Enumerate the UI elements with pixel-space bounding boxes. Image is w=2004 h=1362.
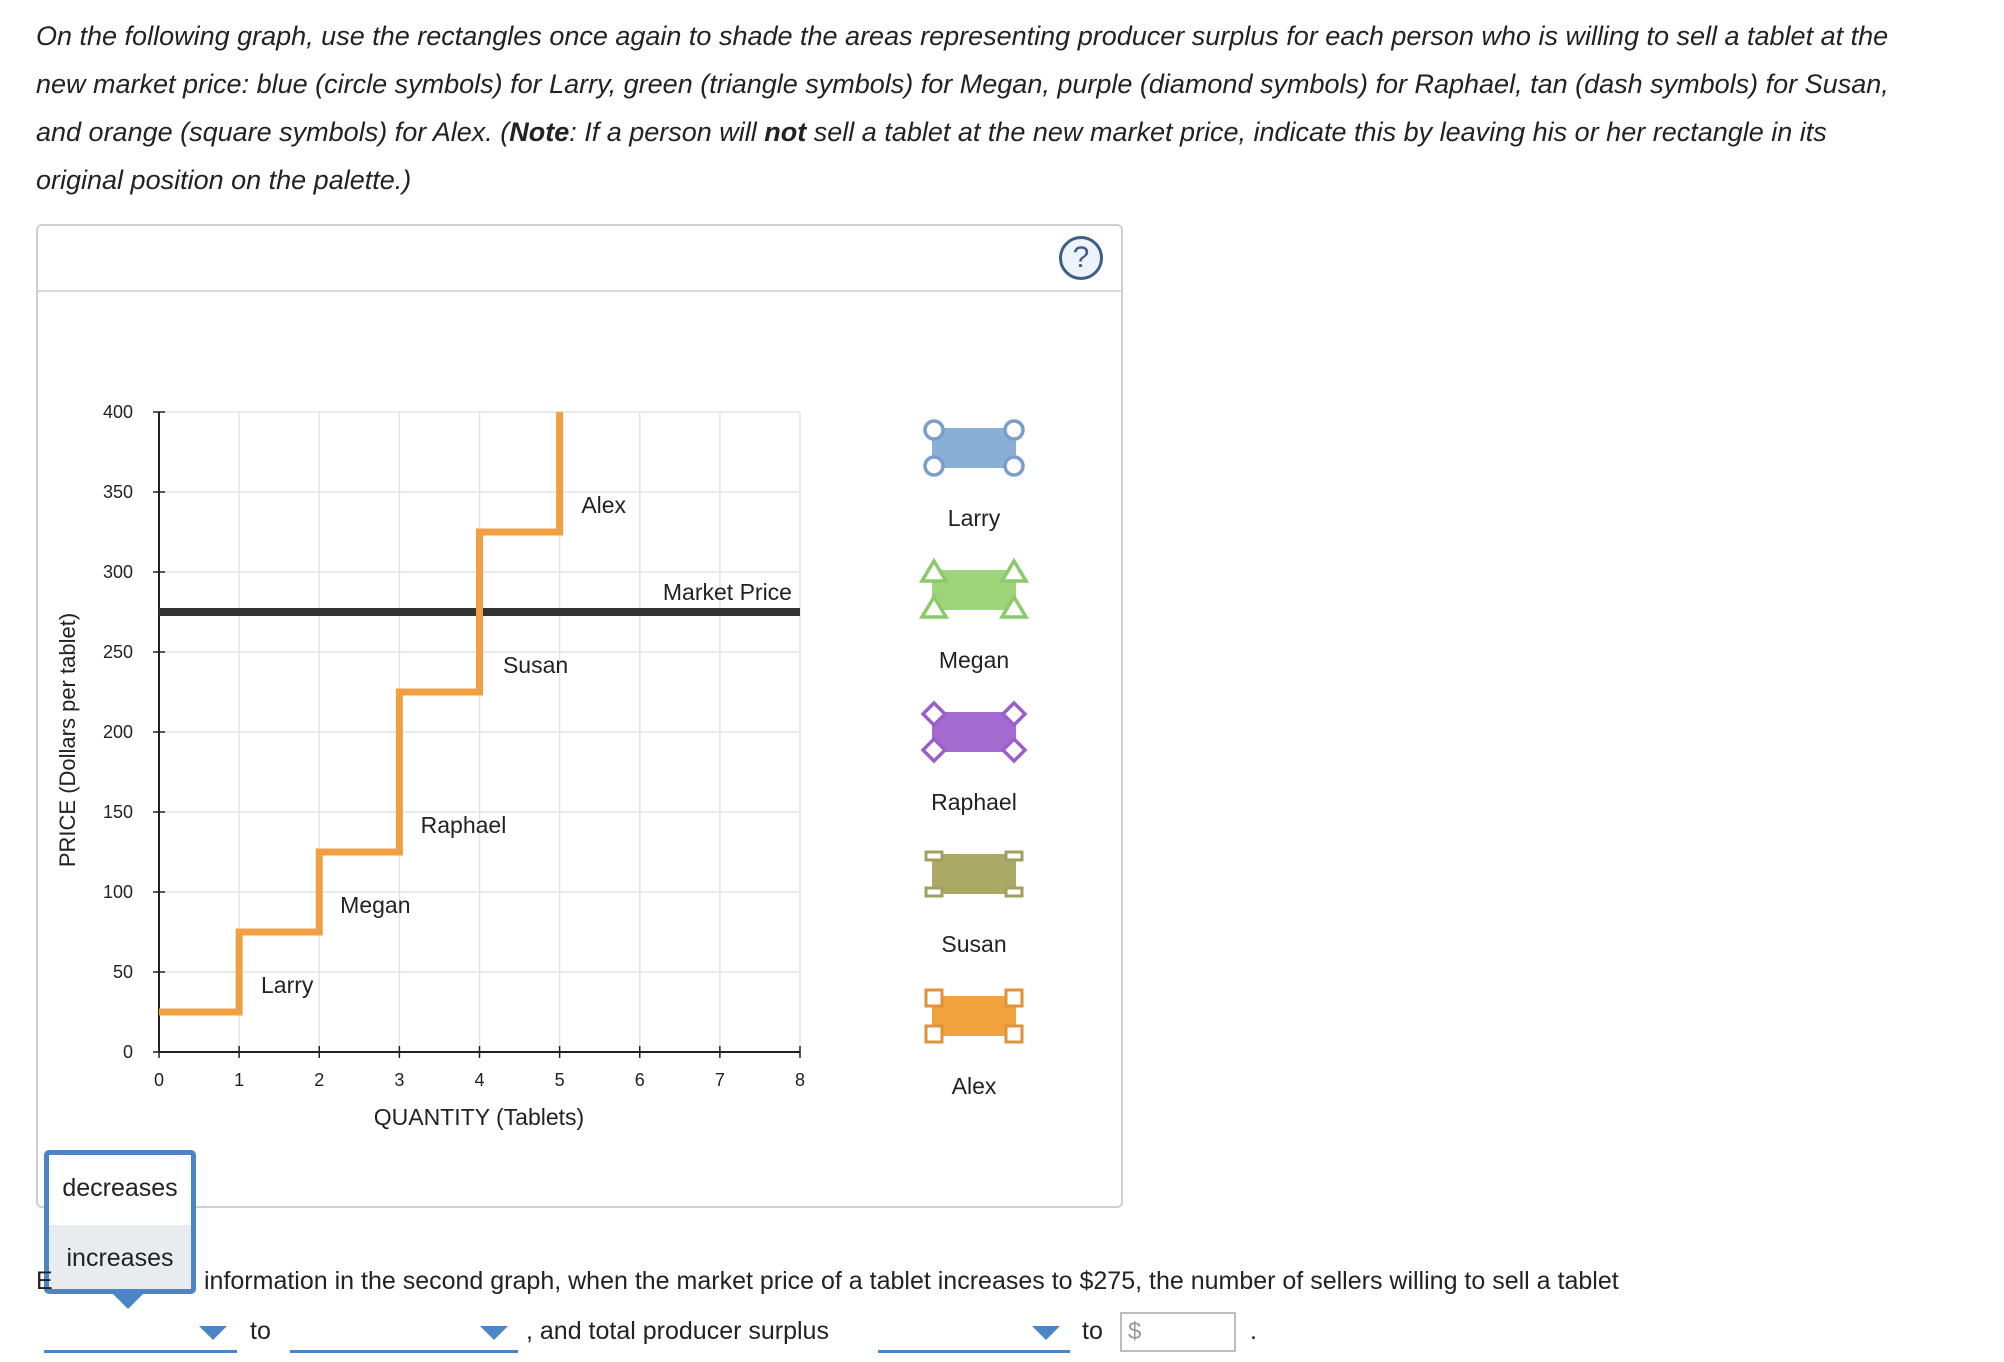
palette-raphael[interactable]: Raphael: [920, 700, 1028, 815]
help-icon[interactable]: ?: [1059, 236, 1103, 280]
supply-step-line: [159, 412, 564, 1016]
triangle-handle-icon: [998, 557, 1030, 583]
sellers-from-select[interactable]: [44, 1312, 237, 1353]
palette-label-alex: Alex: [952, 1073, 997, 1099]
diamond-handle-icon: [1000, 700, 1028, 728]
label-layer: Larry Megan Raphael Susan Alex: [261, 492, 627, 998]
triangle-handle-icon: [998, 593, 1030, 619]
step-label-larry: Larry: [261, 972, 314, 998]
circle-handle-icon: [923, 419, 945, 441]
diamond-handle-icon: [920, 736, 948, 764]
dash-handle-icon: [1004, 886, 1024, 898]
y-tick-label: 250: [103, 642, 133, 662]
chevron-down-icon: [1032, 1326, 1060, 1340]
diamond-handle-icon: [920, 700, 948, 728]
square-handle-icon: [924, 988, 944, 1008]
x-axis-title: QUANTITY (Tablets): [374, 1104, 584, 1130]
x-tick-label: 0: [154, 1070, 164, 1090]
y-axis-title: PRICE (Dollars per tablet): [55, 613, 80, 867]
chevron-down-icon: [199, 1326, 227, 1340]
surplus-label: , and total producer surplus: [526, 1317, 829, 1345]
period: .: [1250, 1317, 1257, 1345]
to-label-1: to: [250, 1317, 271, 1345]
y-tick-label: 0: [123, 1042, 133, 1062]
palette-rect-raphael: [932, 712, 1016, 752]
y-tick-label: 400: [103, 402, 133, 422]
palette-rect-megan: [932, 570, 1016, 610]
triangle-handle-icon: [918, 557, 950, 583]
square-handle-icon: [924, 1024, 944, 1044]
palette: Larry Megan Raphael Susan Alex: [918, 419, 1030, 1099]
dollar-sign: $: [1128, 1318, 1142, 1345]
widget-header: ?: [38, 226, 1121, 292]
y-tick-label: 200: [103, 722, 133, 742]
dash-handle-icon: [1004, 850, 1024, 862]
diamond-handle-icon: [1000, 736, 1028, 764]
surplus-direction-select[interactable]: [878, 1312, 1070, 1353]
dropdown-caret-icon: [113, 1294, 143, 1309]
x-tick-label: 7: [715, 1070, 725, 1090]
circle-handle-icon: [923, 455, 945, 477]
palette-megan[interactable]: Megan: [918, 557, 1030, 673]
x-tick-label: 2: [314, 1070, 324, 1090]
x-tick-label: 5: [555, 1070, 565, 1090]
step-label-susan: Susan: [503, 652, 568, 678]
x-tick-label: 6: [635, 1070, 645, 1090]
step-label-alex: Alex: [581, 492, 626, 518]
question-block: E information in the second graph, when …: [0, 1262, 2004, 1362]
x-tick-label: 8: [795, 1070, 805, 1090]
palette-rect-susan: [932, 854, 1016, 894]
palette-rect-alex: [932, 996, 1016, 1036]
grid-layer: [159, 411, 801, 1052]
step-label-raphael: Raphael: [421, 812, 507, 838]
y-tick-label: 150: [103, 802, 133, 822]
market-price-label: Market Price: [663, 579, 792, 605]
palette-susan[interactable]: Susan: [924, 850, 1024, 957]
square-handle-icon: [1004, 1024, 1024, 1044]
x-tick-label: 4: [474, 1070, 484, 1090]
question-text: information in the second graph, when th…: [204, 1267, 1619, 1295]
supply-layer: [159, 412, 564, 1016]
option-increases[interactable]: increases: [49, 1225, 191, 1289]
palette-larry[interactable]: Larry: [923, 419, 1025, 531]
sellers-to-select[interactable]: [290, 1312, 518, 1353]
palette-rect-larry: [932, 428, 1016, 468]
chevron-down-icon: [480, 1326, 508, 1340]
to-label-2: to: [1082, 1317, 1103, 1345]
y-tick-label: 100: [103, 882, 133, 902]
y-tick-label: 50: [113, 962, 133, 982]
y-tick-label: 300: [103, 562, 133, 582]
option-decreases[interactable]: decreases: [62, 1174, 178, 1202]
circle-handle-icon: [1003, 455, 1025, 477]
y-tick-label: 350: [103, 482, 133, 502]
dash-handle-icon: [924, 850, 944, 862]
palette-alex[interactable]: Alex: [924, 988, 1024, 1099]
x-tick-label: 1: [234, 1070, 244, 1090]
surplus-amount-input[interactable]: [1150, 1316, 1234, 1350]
palette-label-larry: Larry: [948, 505, 1001, 531]
square-handle-icon: [1004, 988, 1024, 1008]
step-label-megan: Megan: [340, 892, 410, 918]
instructions-text: On the following graph, use the rectangl…: [36, 21, 1889, 195]
palette-label-raphael: Raphael: [931, 789, 1017, 815]
dropdown-menu-open: decreases increases: [44, 1150, 196, 1309]
surplus-amount-field[interactable]: $: [1120, 1312, 1236, 1352]
palette-label-susan: Susan: [941, 931, 1006, 957]
palette-label-megan: Megan: [939, 647, 1009, 673]
x-tick-label: 3: [394, 1070, 404, 1090]
dash-handle-icon: [924, 886, 944, 898]
triangle-handle-icon: [918, 593, 950, 619]
question-truncated-char: E: [36, 1267, 53, 1295]
circle-handle-icon: [1003, 419, 1025, 441]
tick-layer: 0 1 2 3 4 5 6 7 8 0 50 100 150 200 250 300 350 400: [103, 402, 805, 1090]
